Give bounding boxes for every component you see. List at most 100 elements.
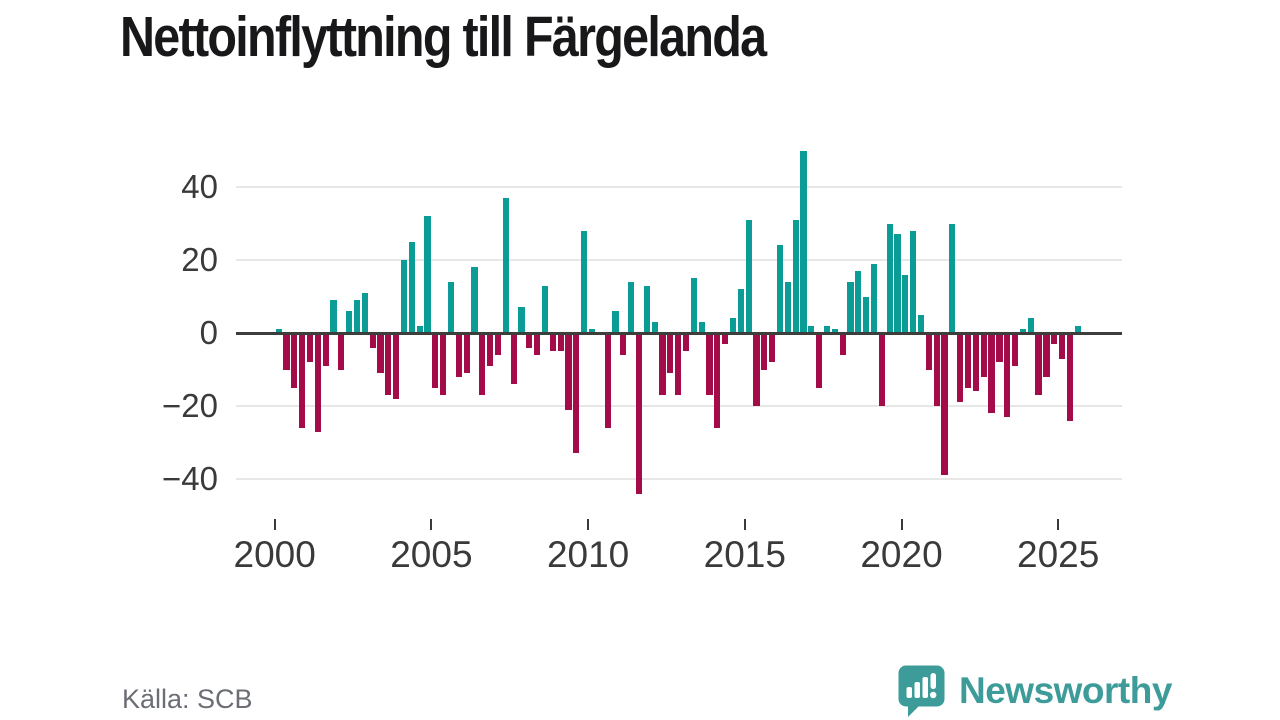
bar-negative [816,333,823,388]
bar-positive [792,219,799,333]
bar-positive [1027,318,1034,333]
bar-positive [408,241,415,333]
bar-negative [1011,333,1019,366]
bar-positive [902,274,909,333]
bar-positive [870,263,878,333]
x-axis-tick-label: 2000 [233,534,316,575]
bar-positive [698,322,705,333]
bar-positive [275,329,282,333]
bar-negative [722,333,729,344]
bar-negative [432,333,439,388]
bar-negative [1051,333,1058,344]
bar-positive [729,318,737,333]
bar-negative [1035,333,1042,396]
y-gridline [236,478,1122,480]
bar-negative [377,333,384,374]
bar-negative [534,333,541,355]
source-note: Källa: SCB [122,684,253,714]
bar-positive [1019,329,1026,333]
brand-logo: Newsworthy [897,664,1172,720]
bar-negative [957,333,964,403]
bar-positive [1074,325,1081,333]
bar-positive [346,311,353,333]
bar-positive [424,216,431,333]
bar-positive [847,281,854,333]
page-title: Nettoinflyttning till Färgelanda [120,5,767,69]
x-axis-tick-label: 2015 [703,534,786,575]
bar-negative [761,333,768,370]
bar-negative [440,333,447,396]
x-axis-tick-label: 2025 [1017,534,1100,575]
bar-positive [330,300,337,333]
bar-negative [706,333,713,396]
bar-positive [800,150,807,333]
bar-positive [471,267,478,333]
bar-negative [933,333,940,406]
bar-negative [510,333,517,385]
bar-positive [581,230,588,333]
bar-positive [541,285,549,333]
bar-positive [910,230,917,333]
bar-negative [964,333,972,388]
bar-positive [949,223,956,333]
newsworthy-bubble-chart-icon [897,664,947,720]
bar-negative [839,333,846,355]
bar-negative [988,333,995,414]
bar-negative [996,333,1003,363]
bar-negative [1043,333,1050,377]
bar-positive [784,281,791,333]
x-axis-tick [430,519,433,530]
y-gridline [236,259,1122,261]
bar-negative [620,333,627,355]
y-gridline [236,405,1122,407]
bar-negative [479,333,486,396]
x-axis-tick-label: 2005 [390,534,473,575]
bar-negative [565,333,572,410]
bar-negative [925,333,932,370]
bar-negative [393,333,400,399]
bar-negative [338,333,345,370]
bar-positive [502,197,509,333]
bar-negative [714,333,721,428]
bar-positive [745,219,752,333]
bar-negative [306,333,314,363]
bar-negative [769,333,776,363]
bar-negative [455,333,462,377]
bar-positive [361,292,368,333]
bar-positive [823,325,831,333]
bar-positive [518,307,525,333]
y-axis-tick-label: 20 [181,241,218,278]
bar-negative [283,333,290,370]
bar-negative [314,333,321,432]
bar-positive [737,289,744,333]
brand-name: Newsworthy [959,670,1172,711]
bar-positive [400,260,408,333]
bar-positive [808,325,815,333]
bar-positive [353,300,361,333]
x-axis-tick-label: 2010 [546,534,630,575]
bar-negative [549,333,556,352]
bar-positive [831,329,838,333]
y-axis-tick-label: −20 [162,387,218,424]
bar-negative [385,333,392,396]
bar-positive [894,234,901,333]
bar-negative [526,333,533,348]
bar-negative [1066,333,1074,421]
y-axis-tick-label: 40 [181,168,218,205]
bar-negative [753,333,760,406]
bar-negative [322,333,329,366]
x-axis-tick-label: 2020 [860,534,943,575]
bar-positive [855,270,862,333]
x-axis-tick [900,519,903,530]
bar-negative [487,333,494,366]
bar-negative [1059,333,1066,359]
bar-positive [588,329,596,333]
bar-negative [941,333,948,476]
bar-negative [1004,333,1011,417]
bar-negative [573,333,580,454]
zero-axis-line [236,331,1122,335]
bar-positive [416,325,423,333]
bar-positive [612,311,619,333]
y-axis-tick-label: −40 [162,460,218,497]
